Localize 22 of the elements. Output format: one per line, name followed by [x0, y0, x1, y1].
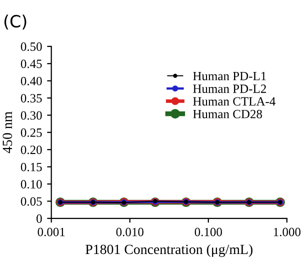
y-tick-label: 0.35: [20, 94, 42, 103]
y-tick-label: 0.25: [20, 128, 42, 137]
y-tick-label: 0.20: [20, 146, 42, 154]
y-tick-label: 0.05: [20, 197, 42, 206]
y-tick-label: 0.15: [20, 162, 42, 172]
y-tick-label: 0: [36, 214, 42, 223]
legend-label: Human CTLA-4: [193, 97, 276, 106]
x-tick-label: 0.001: [38, 228, 65, 236]
text: (C): [4, 14, 26, 30]
y-tick-label: 0.40: [20, 76, 42, 86]
y-tick-label: 0.30: [20, 111, 42, 120]
y-tick-label: 0.10: [20, 180, 42, 189]
legend-label: Human CD28: [193, 110, 262, 118]
y-tick-label: 0.45: [20, 60, 42, 68]
x-tick-label: 0.010: [116, 228, 144, 236]
y-tick-label: 0.50: [20, 42, 42, 51]
legend-label: Human PD-L2: [193, 84, 266, 93]
legend-label: Human PD-L1: [193, 72, 266, 80]
x-tick-label: 1.000: [274, 228, 300, 236]
x-axis-title: P1801 Concentration (μg/mL): [86, 244, 252, 257]
x-tick-label: 0.100: [194, 228, 222, 236]
y-axis-title: 450 nm: [2, 112, 12, 154]
